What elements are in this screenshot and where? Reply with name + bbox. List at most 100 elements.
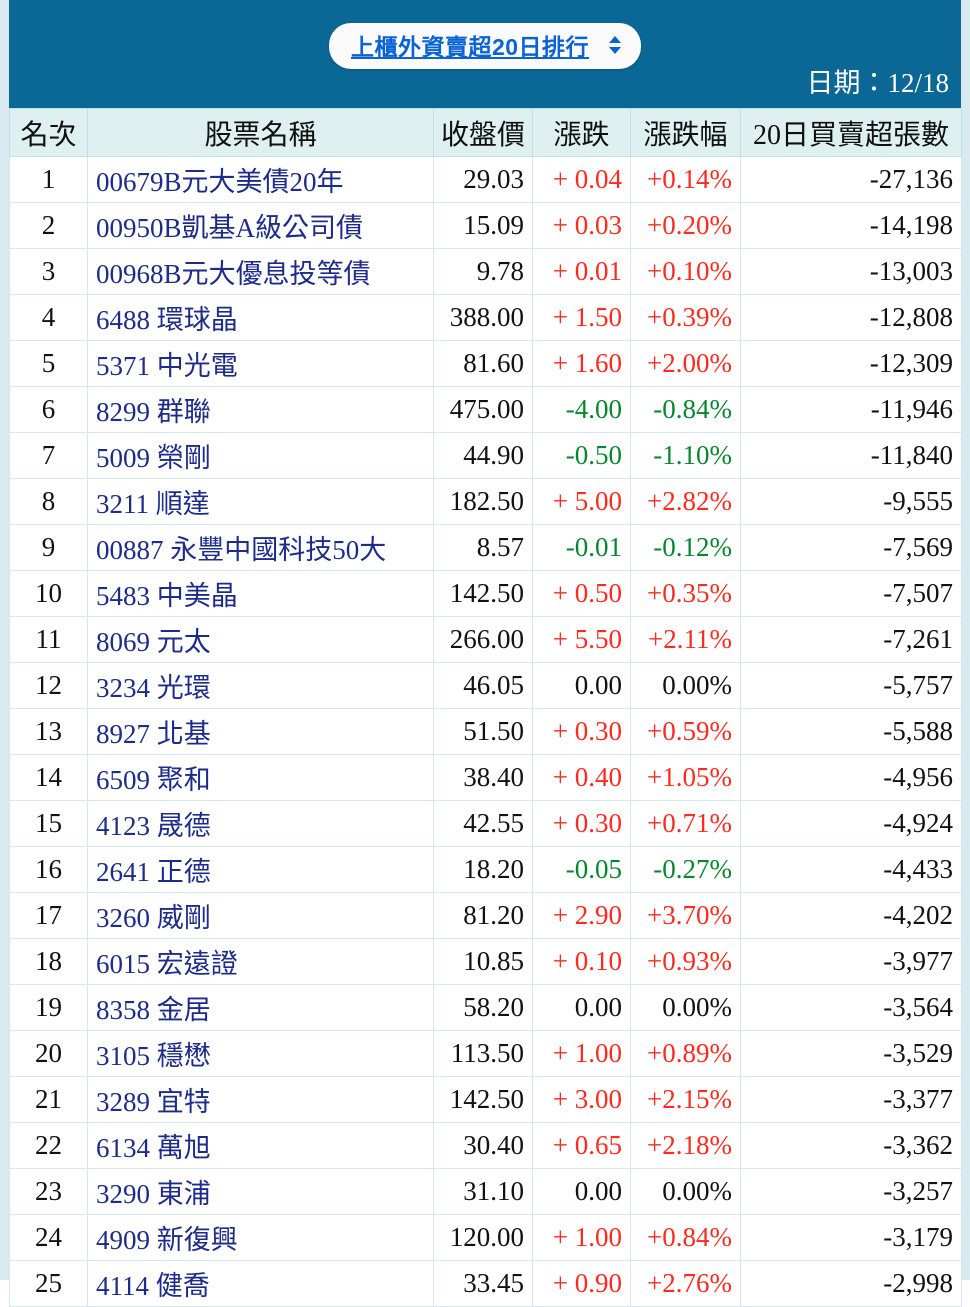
cell-stock-name[interactable]: 00887 永豐中國科技50大 [87,524,434,571]
cell-net-volume: -7,261 [740,616,962,663]
ranking-selector[interactable]: 上櫃外資賣超20日排行 [328,23,642,69]
cell-stock-name[interactable]: 2641 正德 [87,846,434,893]
cell-stock-name[interactable]: 5371 中光電 [87,340,434,387]
cell-change-pct: +0.89% [630,1030,741,1077]
cell-rank: 3 [9,248,88,295]
table-row[interactable]: 12 3234 光環 46.05 0.00 0.00% -5,757 [9,662,962,709]
table-row[interactable]: 10 5483 中美晶 142.50 + 0.50 +0.35% -7,507 [9,570,962,617]
cell-close-price: 18.20 [433,846,533,893]
table-row[interactable]: 17 3260 威剛 81.20 + 2.90 +3.70% -4,202 [9,892,962,939]
cell-change-pct: +0.59% [630,708,741,755]
cell-net-volume: -12,309 [740,340,962,387]
cell-change: + 5.50 [532,616,631,663]
cell-rank: 19 [9,984,88,1031]
table-row[interactable]: 19 8358 金居 58.20 0.00 0.00% -3,564 [9,984,962,1031]
cell-stock-name[interactable]: 8927 北基 [87,708,434,755]
cell-stock-name[interactable]: 3290 東浦 [87,1168,434,1215]
cell-rank: 4 [9,294,88,341]
column-header-rank[interactable]: 名次 [9,108,88,157]
table-row[interactable]: 5 5371 中光電 81.60 + 1.60 +2.00% -12,309 [9,340,962,387]
cell-rank: 16 [9,846,88,893]
cell-change: -0.50 [532,432,631,479]
cell-change: 0.00 [532,1168,631,1215]
cell-net-volume: -4,433 [740,846,962,893]
cell-stock-name[interactable]: 5009 榮剛 [87,432,434,479]
cell-stock-name[interactable]: 00968B元大優息投等債 [87,248,434,295]
cell-close-price: 81.60 [433,340,533,387]
cell-change: -0.05 [532,846,631,893]
cell-stock-name[interactable]: 00679B元大美債20年 [87,156,434,203]
column-header-pct[interactable]: 漲跌幅 [630,108,741,157]
cell-close-price: 81.20 [433,892,533,939]
table-row[interactable]: 7 5009 榮剛 44.90 -0.50 -1.10% -11,840 [9,432,962,479]
cell-stock-name[interactable]: 4123 晟德 [87,800,434,847]
cell-close-price: 15.09 [433,202,533,249]
table-row[interactable]: 6 8299 群聯 475.00 -4.00 -0.84% -11,946 [9,386,962,433]
cell-stock-name[interactable]: 4114 健喬 [87,1260,434,1307]
cell-change-pct: -1.10% [630,432,741,479]
table-row[interactable]: 11 8069 元太 266.00 + 5.50 +2.11% -7,261 [9,616,962,663]
cell-change: + 5.00 [532,478,631,525]
cell-net-volume: -27,136 [740,156,962,203]
cell-net-volume: -3,257 [740,1168,962,1215]
cell-change: + 0.04 [532,156,631,203]
cell-rank: 15 [9,800,88,847]
cell-net-volume: -3,377 [740,1076,962,1123]
table-row[interactable]: 9 00887 永豐中國科技50大 8.57 -0.01 -0.12% -7,569 [9,524,962,571]
table-row[interactable]: 2 00950B凱基A級公司債 15.09 + 0.03 +0.20% -14,198 [9,202,962,249]
cell-stock-name[interactable]: 5483 中美晶 [87,570,434,617]
cell-stock-name[interactable]: 6488 環球晶 [87,294,434,341]
cell-stock-name[interactable]: 4909 新復興 [87,1214,434,1261]
table-row[interactable]: 24 4909 新復興 120.00 + 1.00 +0.84% -3,179 [9,1214,962,1261]
cell-stock-name[interactable]: 3211 順達 [87,478,434,525]
cell-stock-name[interactable]: 6134 萬旭 [87,1122,434,1169]
cell-change-pct: +3.70% [630,892,741,939]
column-header-net[interactable]: 20日買賣超張數 [740,108,962,157]
cell-change-pct: +1.05% [630,754,741,801]
table-row[interactable]: 3 00968B元大優息投等債 9.78 + 0.01 +0.10% -13,003 [9,248,962,295]
cell-rank: 17 [9,892,88,939]
cell-stock-name[interactable]: 6015 宏遠證 [87,938,434,985]
cell-stock-name[interactable]: 8299 群聯 [87,386,434,433]
table-row[interactable]: 4 6488 環球晶 388.00 + 1.50 +0.39% -12,808 [9,294,962,341]
cell-stock-name[interactable]: 3234 光環 [87,662,434,709]
ranking-selector-label: 上櫃外資賣超20日排行 [350,34,590,60]
table-row[interactable]: 20 3105 穩懋 113.50 + 1.00 +0.89% -3,529 [9,1030,962,1077]
cell-rank: 25 [9,1260,88,1307]
cell-change: + 0.65 [532,1122,631,1169]
table-row[interactable]: 18 6015 宏遠證 10.85 + 0.10 +0.93% -3,977 [9,938,962,985]
column-header-name[interactable]: 股票名稱 [87,108,434,157]
table-row[interactable]: 1 00679B元大美債20年 29.03 + 0.04 +0.14% -27,136 [9,156,962,203]
cell-change-pct: +0.14% [630,156,741,203]
table-row[interactable]: 15 4123 晟德 42.55 + 0.30 +0.71% -4,924 [9,800,962,847]
cell-stock-name[interactable]: 00950B凱基A級公司債 [87,202,434,249]
cell-change-pct: 0.00% [630,662,741,709]
cell-change: + 2.90 [532,892,631,939]
ranking-table: 名次 股票名稱 收盤價 漲跌 漲跌幅 20日買賣超張數 1 00679B元大美債2… [9,108,962,1307]
cell-close-price: 33.45 [433,1260,533,1307]
column-header-close[interactable]: 收盤價 [433,108,533,157]
table-row[interactable]: 21 3289 宜特 142.50 + 3.00 +2.15% -3,377 [9,1076,962,1123]
table-row[interactable]: 8 3211 順達 182.50 + 5.00 +2.82% -9,555 [9,478,962,525]
column-header-chg[interactable]: 漲跌 [532,108,631,157]
table-row[interactable]: 23 3290 東浦 31.10 0.00 0.00% -3,257 [9,1168,962,1215]
cell-change-pct: +2.11% [630,616,741,663]
cell-rank: 1 [9,156,88,203]
cell-stock-name[interactable]: 6509 聚和 [87,754,434,801]
table-row[interactable]: 22 6134 萬旭 30.40 + 0.65 +2.18% -3,362 [9,1122,962,1169]
table-row[interactable]: 14 6509 聚和 38.40 + 0.40 +1.05% -4,956 [9,754,962,801]
table-row[interactable]: 25 4114 健喬 33.45 + 0.90 +2.76% -2,998 [9,1260,962,1307]
cell-close-price: 266.00 [433,616,533,663]
cell-net-volume: -3,564 [740,984,962,1031]
cell-stock-name[interactable]: 3289 宜特 [87,1076,434,1123]
cell-stock-name[interactable]: 3260 威剛 [87,892,434,939]
table-row[interactable]: 13 8927 北基 51.50 + 0.30 +0.59% -5,588 [9,708,962,755]
cell-stock-name[interactable]: 8069 元太 [87,616,434,663]
cell-close-price: 388.00 [433,294,533,341]
cell-net-volume: -4,924 [740,800,962,847]
table-row[interactable]: 16 2641 正德 18.20 -0.05 -0.27% -4,433 [9,846,962,893]
cell-stock-name[interactable]: 8358 金居 [87,984,434,1031]
cell-net-volume: -4,956 [740,754,962,801]
cell-rank: 24 [9,1214,88,1261]
cell-stock-name[interactable]: 3105 穩懋 [87,1030,434,1077]
